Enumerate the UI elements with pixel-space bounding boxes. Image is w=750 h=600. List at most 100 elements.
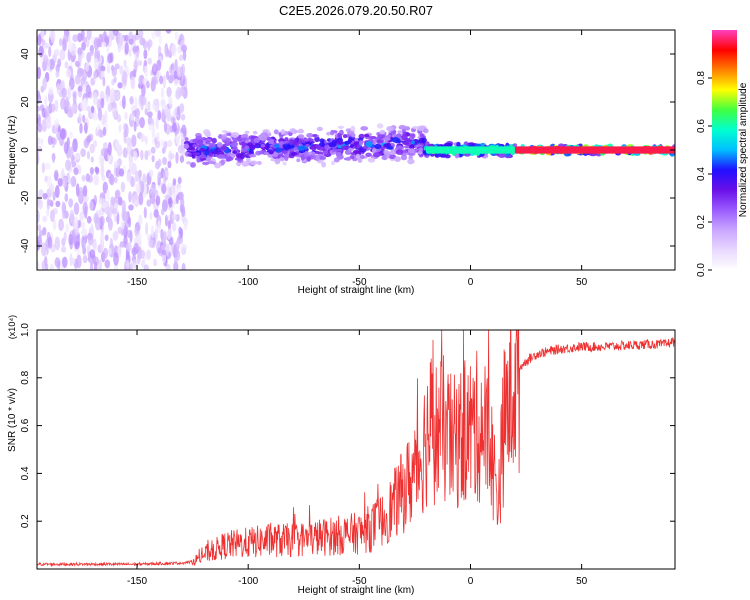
heatmap-cell — [297, 140, 303, 144]
heatmap-cell — [64, 193, 69, 203]
heatmap-cell — [171, 221, 177, 232]
heatmap-cell — [144, 65, 148, 78]
heatmap-cell — [98, 63, 102, 77]
heatmap-cell — [162, 74, 167, 89]
heatmap-cell — [172, 178, 177, 186]
heatmap-cell — [331, 148, 339, 152]
heatmap-cell — [382, 137, 391, 141]
heatmap-cell — [241, 137, 250, 141]
spectrogram-y-tick-label: -20 — [20, 190, 31, 205]
heatmap-cell — [150, 183, 157, 196]
heatmap-cell — [186, 161, 192, 165]
heatmap-cell — [112, 30, 119, 37]
heatmap-cell — [77, 85, 83, 92]
heatmap-cell — [250, 160, 258, 166]
heatmap-cell — [128, 204, 134, 211]
heatmap-cell — [407, 148, 415, 154]
heatmap-cell — [264, 152, 270, 155]
heatmap-cell — [146, 249, 152, 261]
heatmap-cell — [148, 238, 153, 248]
heatmap-cell — [64, 61, 69, 69]
heatmap-cell — [69, 131, 73, 139]
heatmap-cell — [181, 63, 186, 76]
heatmap-cell — [109, 173, 115, 186]
heatmap-cell — [151, 31, 156, 40]
heatmap-cell — [288, 148, 294, 152]
heatmap-cell — [45, 105, 50, 118]
heatmap-cell — [85, 63, 90, 72]
heatmap-cell — [178, 226, 182, 235]
heatmap-cell — [157, 171, 162, 184]
heatmap-cell — [396, 145, 404, 151]
heatmap-cell — [123, 211, 128, 222]
heatmap-cell — [199, 147, 206, 152]
heatmap-cell — [167, 96, 172, 105]
heatmap-cell — [161, 208, 165, 216]
heatmap-cell — [117, 32, 123, 47]
heatmap-cell — [72, 138, 78, 153]
heatmap-cell — [54, 99, 59, 113]
heatmap-cell — [220, 145, 227, 152]
snr-y-tick-label: 0.6 — [20, 418, 31, 432]
heatmap-cell — [244, 145, 250, 150]
heatmap-cell — [73, 202, 80, 215]
heatmap-cell — [100, 70, 105, 78]
heatmap-cell — [126, 241, 132, 252]
heatmap-cell — [163, 230, 167, 241]
heatmap-cell — [106, 45, 110, 53]
heatmap-cell — [47, 236, 53, 249]
heatmap-cell — [367, 157, 376, 163]
heatmap-cell — [62, 256, 68, 268]
heatmap-cell — [126, 229, 132, 238]
heatmap-cell — [153, 258, 158, 267]
snr-series-line — [37, 330, 675, 568]
heatmap-cell — [407, 158, 415, 165]
heatmap-cell — [278, 141, 286, 145]
heatmap-cell — [161, 108, 166, 121]
colorbar-tick-label: 0.4 — [696, 167, 707, 181]
heatmap-cell — [163, 120, 167, 133]
heatmap-cell — [86, 135, 92, 144]
heatmap-cell — [165, 30, 172, 34]
heatmap-cell — [154, 229, 159, 240]
heatmap-cell — [44, 162, 51, 170]
heatmap-cell — [43, 54, 49, 67]
heatmap-cell — [139, 117, 145, 129]
heatmap-cell — [52, 219, 57, 231]
heatmap-cell — [272, 152, 279, 158]
heatmap-cell — [157, 247, 162, 254]
heatmap-cell — [37, 261, 40, 270]
heatmap-cell — [288, 132, 293, 136]
heatmap-cell — [108, 30, 115, 39]
heatmap-cell — [337, 125, 344, 129]
heatmap-cell — [74, 152, 81, 161]
heatmap-cell — [110, 196, 115, 206]
heatmap-cell — [122, 147, 128, 158]
heatmap-cell — [70, 42, 77, 56]
heatmap-cell — [123, 59, 127, 68]
snr-y-multiplier: (x10⁴) — [7, 315, 17, 339]
heatmap-cell — [130, 76, 136, 90]
heatmap-cell — [421, 137, 427, 144]
heatmap-cell — [166, 86, 172, 98]
heatmap-cell — [132, 46, 139, 53]
heatmap-cell — [54, 236, 61, 251]
heatmap-cell — [128, 48, 132, 57]
heatmap-cell — [405, 132, 411, 137]
heatmap-cell — [45, 208, 50, 217]
heatmap-cell — [364, 133, 370, 138]
heatmap-cell — [93, 261, 98, 270]
heatmap-cell — [94, 57, 99, 70]
heatmap-cell — [53, 169, 59, 182]
heatmap-cell — [145, 102, 151, 110]
heatmap-cell — [178, 132, 184, 139]
heatmap-cell — [346, 156, 352, 161]
heatmap-cell — [129, 262, 133, 270]
heatmap-cell — [395, 149, 404, 155]
heatmap-cell — [37, 145, 43, 153]
heatmap-cell — [144, 107, 148, 116]
heatmap-cell — [148, 169, 154, 177]
spectrogram-y-tick-label: 0 — [20, 147, 31, 153]
heatmap-cell — [337, 140, 344, 145]
heatmap-cell — [411, 133, 416, 139]
